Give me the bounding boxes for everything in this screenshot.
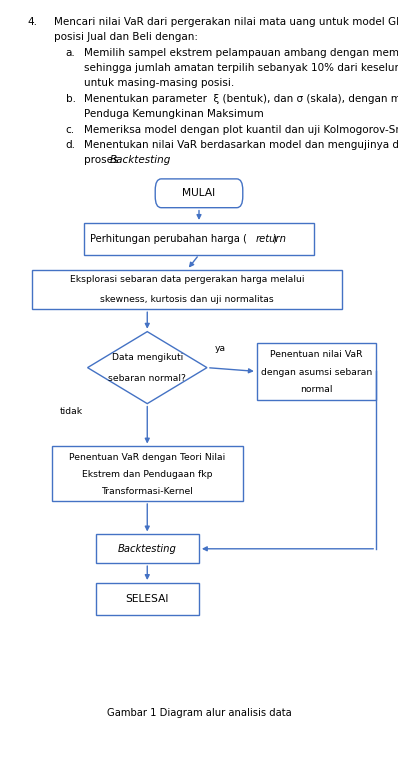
Text: Transformasi-Kernel: Transformasi-Kernel <box>101 487 193 496</box>
FancyBboxPatch shape <box>84 223 314 255</box>
FancyBboxPatch shape <box>96 534 199 563</box>
Text: Eksplorasi sebaran data pergerakan harga melalui: Eksplorasi sebaran data pergerakan harga… <box>70 275 304 284</box>
Text: a.: a. <box>66 48 75 58</box>
FancyBboxPatch shape <box>257 343 376 400</box>
Text: skewness, kurtosis dan uji normalitas: skewness, kurtosis dan uji normalitas <box>100 295 274 304</box>
Text: Memilih sampel ekstrem pelampauan ambang dengan memilih ambang: Memilih sampel ekstrem pelampauan ambang… <box>84 48 398 58</box>
Text: c.: c. <box>66 125 75 135</box>
Text: 4.: 4. <box>28 17 38 27</box>
Text: Ekstrem dan Pendugaan fkp: Ekstrem dan Pendugaan fkp <box>82 470 213 479</box>
Text: dengan asumsi sebaran: dengan asumsi sebaran <box>261 368 372 377</box>
FancyBboxPatch shape <box>96 583 199 615</box>
Text: sebaran normal?: sebaran normal? <box>108 374 186 383</box>
Text: normal: normal <box>300 385 333 394</box>
FancyBboxPatch shape <box>155 179 243 208</box>
Text: Penentuan nilai VaR: Penentuan nilai VaR <box>270 350 363 359</box>
Text: ya: ya <box>215 344 226 353</box>
Text: untuk masing-masing posisi.: untuk masing-masing posisi. <box>84 78 234 88</box>
Text: sehingga jumlah amatan terpilih sebanyak 10% dari keseluruhan amatan: sehingga jumlah amatan terpilih sebanyak… <box>84 63 398 73</box>
Text: MULAI: MULAI <box>182 188 216 199</box>
Text: Memeriksa model dengan plot kuantil dan uji Kolmogorov-Smirnov: Memeriksa model dengan plot kuantil dan … <box>84 125 398 135</box>
Text: ): ) <box>273 233 277 244</box>
Text: Gambar 1 Diagram alur analisis data: Gambar 1 Diagram alur analisis data <box>107 707 291 718</box>
FancyBboxPatch shape <box>52 446 243 501</box>
Text: Backtesting: Backtesting <box>109 155 171 165</box>
Text: Mencari nilai VaR dari pergerakan nilai mata uang untuk model GPD untuk: Mencari nilai VaR dari pergerakan nilai … <box>54 17 398 27</box>
Text: Menentukan parameter  ξ (bentuk), dan σ (skala), dengan metode: Menentukan parameter ξ (bentuk), dan σ (… <box>84 94 398 104</box>
Text: Menentukan nilai VaR berdasarkan model dan mengujinya dengan: Menentukan nilai VaR berdasarkan model d… <box>84 140 398 150</box>
Text: return: return <box>256 233 287 244</box>
FancyBboxPatch shape <box>32 270 342 309</box>
Text: Penduga Kemungkinan Maksimum: Penduga Kemungkinan Maksimum <box>84 109 263 119</box>
Text: posisi Jual dan Beli dengan:: posisi Jual dan Beli dengan: <box>54 32 198 42</box>
Text: Data mengikuti: Data mengikuti <box>111 352 183 362</box>
Text: Penentuan VaR dengan Teori Nilai: Penentuan VaR dengan Teori Nilai <box>69 453 225 462</box>
Text: tidak: tidak <box>60 407 83 415</box>
Text: SELESAI: SELESAI <box>126 594 169 604</box>
Polygon shape <box>88 332 207 403</box>
Text: Perhitungan perubahan harga (: Perhitungan perubahan harga ( <box>90 233 246 244</box>
Text: Backtesting: Backtesting <box>118 543 177 554</box>
Text: d.: d. <box>66 140 76 150</box>
Text: proses: proses <box>84 155 121 165</box>
Text: b.: b. <box>66 94 76 104</box>
